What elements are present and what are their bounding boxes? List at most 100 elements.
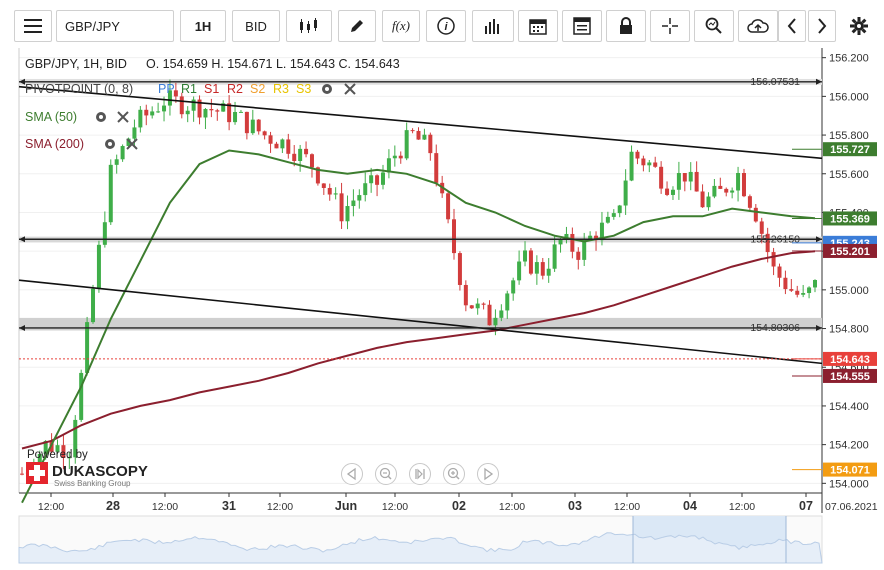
info-button[interactable]: i xyxy=(426,10,466,42)
draw-button[interactable] xyxy=(338,10,376,42)
price-badge-label: 154.555 xyxy=(830,371,870,383)
candle-body xyxy=(712,185,717,197)
candle-body xyxy=(611,213,616,217)
candle-body xyxy=(659,166,664,189)
candle-body xyxy=(564,233,569,240)
candle-body xyxy=(552,244,557,269)
magnifier-icon xyxy=(705,17,722,34)
sma50-settings-icon[interactable] xyxy=(96,112,106,122)
candle-body xyxy=(410,130,415,132)
candle-body xyxy=(741,173,746,197)
candle-body xyxy=(292,153,297,161)
candle-body xyxy=(96,244,101,289)
horizontal-level-label: 155.26150 xyxy=(750,233,800,245)
candle-body xyxy=(375,175,380,185)
powered-by-label: Powered by xyxy=(27,449,88,461)
price-badge xyxy=(823,462,877,477)
pivot-settings-icon[interactable] xyxy=(322,84,332,94)
scroll-right-button[interactable] xyxy=(808,10,836,42)
pivot-indicator-label[interactable]: PIVOTPOINT (0, 8) xyxy=(25,82,133,96)
period-select[interactable]: 1H xyxy=(180,10,226,42)
candle-body xyxy=(398,155,403,159)
function-button[interactable]: f(x) xyxy=(382,10,420,42)
candle-body xyxy=(150,111,155,116)
y-tick-label: 154.800 xyxy=(829,324,869,336)
candle-body xyxy=(185,110,190,115)
settings-button[interactable] xyxy=(844,10,874,42)
chart-area[interactable]: 156.07531 155.26150 154.80306 156.200 156.0… xyxy=(0,48,884,565)
menu-button[interactable] xyxy=(14,10,52,42)
crosshair-button[interactable] xyxy=(650,10,690,42)
level-arrow-right-icon xyxy=(816,324,822,331)
sma200-line[interactable] xyxy=(21,250,816,450)
trendlines[interactable] xyxy=(18,85,823,365)
candle-body xyxy=(617,205,622,214)
scroll-left-button[interactable] xyxy=(778,10,806,42)
pivot-close-icon[interactable] xyxy=(344,83,356,95)
candle-body xyxy=(570,233,575,252)
candle-body xyxy=(517,261,522,281)
candle-body xyxy=(43,440,48,454)
candle-body xyxy=(309,154,314,168)
report-button[interactable] xyxy=(562,10,602,42)
nav-reset-button[interactable] xyxy=(409,463,431,485)
sma200-label[interactable]: SMA (200) xyxy=(25,137,84,151)
candle-body xyxy=(718,185,723,189)
y-tick-label: 155.600 xyxy=(829,169,869,181)
candle-body xyxy=(215,110,220,112)
candle-body xyxy=(457,253,462,285)
nav-zoom-in-button[interactable] xyxy=(443,463,465,485)
candle-body xyxy=(647,162,652,166)
candle-body xyxy=(605,216,610,223)
candle-body xyxy=(528,250,533,274)
pivot-label: S3 xyxy=(296,82,311,96)
candle-body xyxy=(156,111,161,113)
candle-body xyxy=(380,172,385,185)
y-tick-label: 155.800 xyxy=(829,130,869,142)
price-chart[interactable]: 156.07531 155.26150 154.80306 156.200 156.0… xyxy=(0,48,884,565)
sma50-label[interactable]: SMA (50) xyxy=(25,110,77,124)
calendar-button[interactable] xyxy=(518,10,558,42)
trendline[interactable] xyxy=(18,279,823,365)
lock-button[interactable] xyxy=(606,10,646,42)
y-tick-label: 156.200 xyxy=(829,53,869,65)
candle-body xyxy=(126,138,131,147)
candle-body xyxy=(594,235,599,241)
sma200-settings-icon[interactable] xyxy=(105,139,115,149)
nav-forward-button[interactable] xyxy=(477,463,499,485)
sma200-close-icon[interactable] xyxy=(126,138,138,150)
side-label: BID xyxy=(245,18,267,34)
nav-back-button[interactable] xyxy=(341,463,363,485)
candle-body xyxy=(747,196,752,208)
y-tick-label: 154.000 xyxy=(829,478,869,490)
sma200-layer xyxy=(21,250,816,450)
sma50-line[interactable] xyxy=(21,149,816,504)
x-tick-label: 12:00 xyxy=(152,501,178,513)
upload-button[interactable] xyxy=(738,10,778,42)
candle-body xyxy=(132,127,137,139)
candle-body xyxy=(801,293,806,295)
chart-type-button[interactable] xyxy=(286,10,332,42)
horizontal-levels[interactable]: 156.07531 155.26150 154.80306 xyxy=(19,76,822,334)
navigator-panel[interactable] xyxy=(18,515,823,564)
price-badge xyxy=(823,368,877,383)
symbol-select[interactable]: GBP/JPY xyxy=(56,10,174,42)
side-select[interactable]: BID xyxy=(232,10,280,42)
trendline[interactable] xyxy=(18,85,823,160)
calendar-icon xyxy=(529,19,547,35)
candle-body xyxy=(599,222,604,241)
candle-body xyxy=(162,105,167,112)
nav-zoom-out-button[interactable] xyxy=(375,463,397,485)
candle-body xyxy=(138,109,143,128)
candle-body xyxy=(765,233,770,253)
candle-body xyxy=(487,304,492,326)
volume-button[interactable] xyxy=(472,10,514,42)
crosshair-icon xyxy=(662,18,678,34)
zoom-button[interactable] xyxy=(694,10,734,42)
candle-body xyxy=(665,188,670,195)
x-tick-label: 12:00 xyxy=(267,501,293,513)
price-badge-label: 154.643 xyxy=(830,354,870,366)
sma50-close-icon[interactable] xyxy=(117,111,129,123)
x-tick-label: 12:00 xyxy=(729,501,755,513)
candle-body xyxy=(339,193,344,222)
